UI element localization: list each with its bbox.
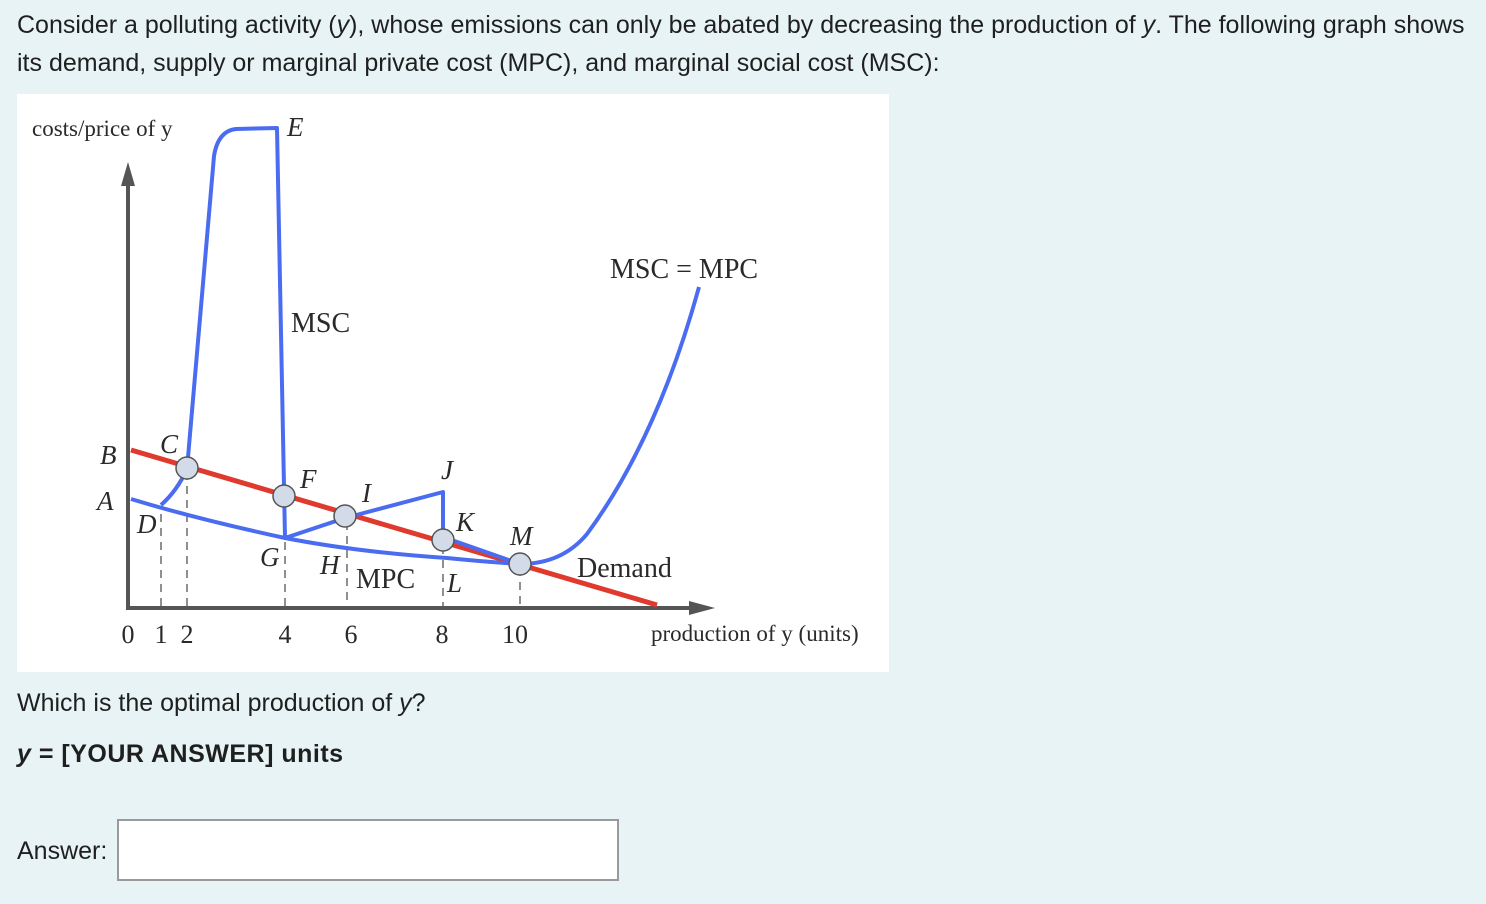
point-label-m: M (509, 521, 534, 551)
graph-svg: costs/price of y production of y (units)… (32, 112, 859, 649)
x-tick-labels: 0 1 2 4 6 8 10 (122, 620, 529, 649)
x-tick-10: 10 (502, 620, 528, 649)
point-label-j: J (441, 455, 455, 485)
mpc-curve (130, 497, 521, 566)
answer-input[interactable] (117, 819, 619, 881)
point-label-g: G (260, 542, 280, 572)
variable-y: y (336, 11, 350, 39)
point-label-c: C (160, 429, 179, 459)
curve-label-msc-mpc: MSC = MPC (610, 254, 758, 285)
variable-y: y (399, 689, 412, 717)
curve-label-demand: Demand (577, 553, 672, 584)
x-axis-label: production of y (units) (651, 621, 859, 646)
markers (175, 456, 532, 576)
answer-label: Answer: (17, 837, 108, 865)
point-label-f: F (299, 464, 317, 494)
x-tick-1: 1 (155, 620, 168, 649)
point-label-k: K (455, 507, 476, 537)
x-tick-2: 2 (181, 620, 194, 649)
marker-i (333, 504, 357, 528)
x-tick-8: 8 (436, 620, 449, 649)
curve-label-mpc: MPC (356, 564, 415, 595)
x-axis-arrow (689, 601, 715, 615)
point-label-d: D (136, 509, 157, 539)
y-tick-b: B (100, 440, 117, 470)
curve-label-msc: MSC (291, 308, 350, 339)
point-label-h: H (319, 550, 341, 580)
question-intro: Consider a polluting activity (y), whose… (17, 11, 1465, 77)
economics-graph: costs/price of y production of y (units)… (17, 94, 889, 672)
guide-lines (160, 472, 521, 606)
point-label-e: E (286, 112, 304, 142)
y-tick-a: A (95, 486, 114, 516)
x-tick-0: 0 (122, 620, 135, 649)
point-label-i: I (361, 478, 373, 508)
variable-y: y (17, 740, 32, 768)
msc-mpc-curve (519, 286, 701, 566)
point-labels: C D E F G H I J K L M (136, 112, 534, 598)
x-tick-4: 4 (279, 620, 292, 649)
marker-f (272, 484, 296, 508)
question-text: Which is the optimal production of y? (17, 689, 426, 717)
variable-y: y (1142, 11, 1156, 39)
y-axis-arrow (121, 162, 135, 186)
marker-k (431, 528, 455, 552)
x-tick-6: 6 (345, 620, 358, 649)
msc-curve (159, 126, 521, 566)
marker-c (175, 456, 199, 480)
answer-prompt: y = [YOUR ANSWER] units (17, 740, 344, 768)
marker-m (508, 552, 532, 576)
demand-line (130, 447, 658, 608)
point-label-l: L (446, 568, 462, 598)
y-axis-label: costs/price of y (32, 116, 173, 141)
